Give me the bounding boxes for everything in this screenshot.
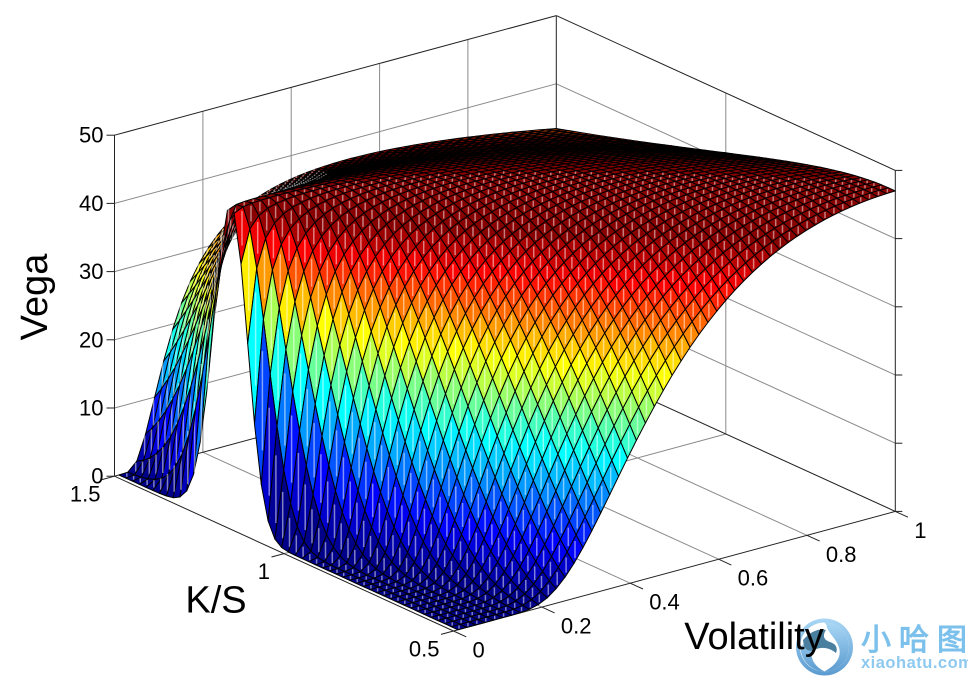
- svg-text:40: 40: [79, 191, 103, 216]
- svg-text:30: 30: [79, 259, 103, 284]
- svg-text:Volatility: Volatility: [684, 616, 823, 658]
- svg-text:0: 0: [91, 464, 103, 489]
- svg-text:小哈图: 小哈图: [861, 624, 968, 657]
- svg-text:1: 1: [914, 518, 926, 543]
- svg-text:20: 20: [79, 327, 103, 352]
- svg-text:0.2: 0.2: [561, 614, 592, 639]
- svg-text:Vega: Vega: [14, 253, 56, 341]
- svg-text:0.4: 0.4: [649, 590, 680, 615]
- svg-text:1.5: 1.5: [70, 482, 101, 507]
- svg-text:0.5: 0.5: [409, 637, 440, 662]
- svg-text:0.6: 0.6: [738, 566, 769, 591]
- svg-text:10: 10: [79, 396, 103, 421]
- svg-text:1: 1: [258, 559, 270, 584]
- svg-text:K/S: K/S: [185, 579, 246, 621]
- svg-text:xiaohatu.com: xiaohatu.com: [861, 654, 968, 672]
- svg-text:0: 0: [473, 638, 485, 663]
- svg-text:0.8: 0.8: [826, 542, 857, 567]
- svg-text:50: 50: [79, 123, 103, 148]
